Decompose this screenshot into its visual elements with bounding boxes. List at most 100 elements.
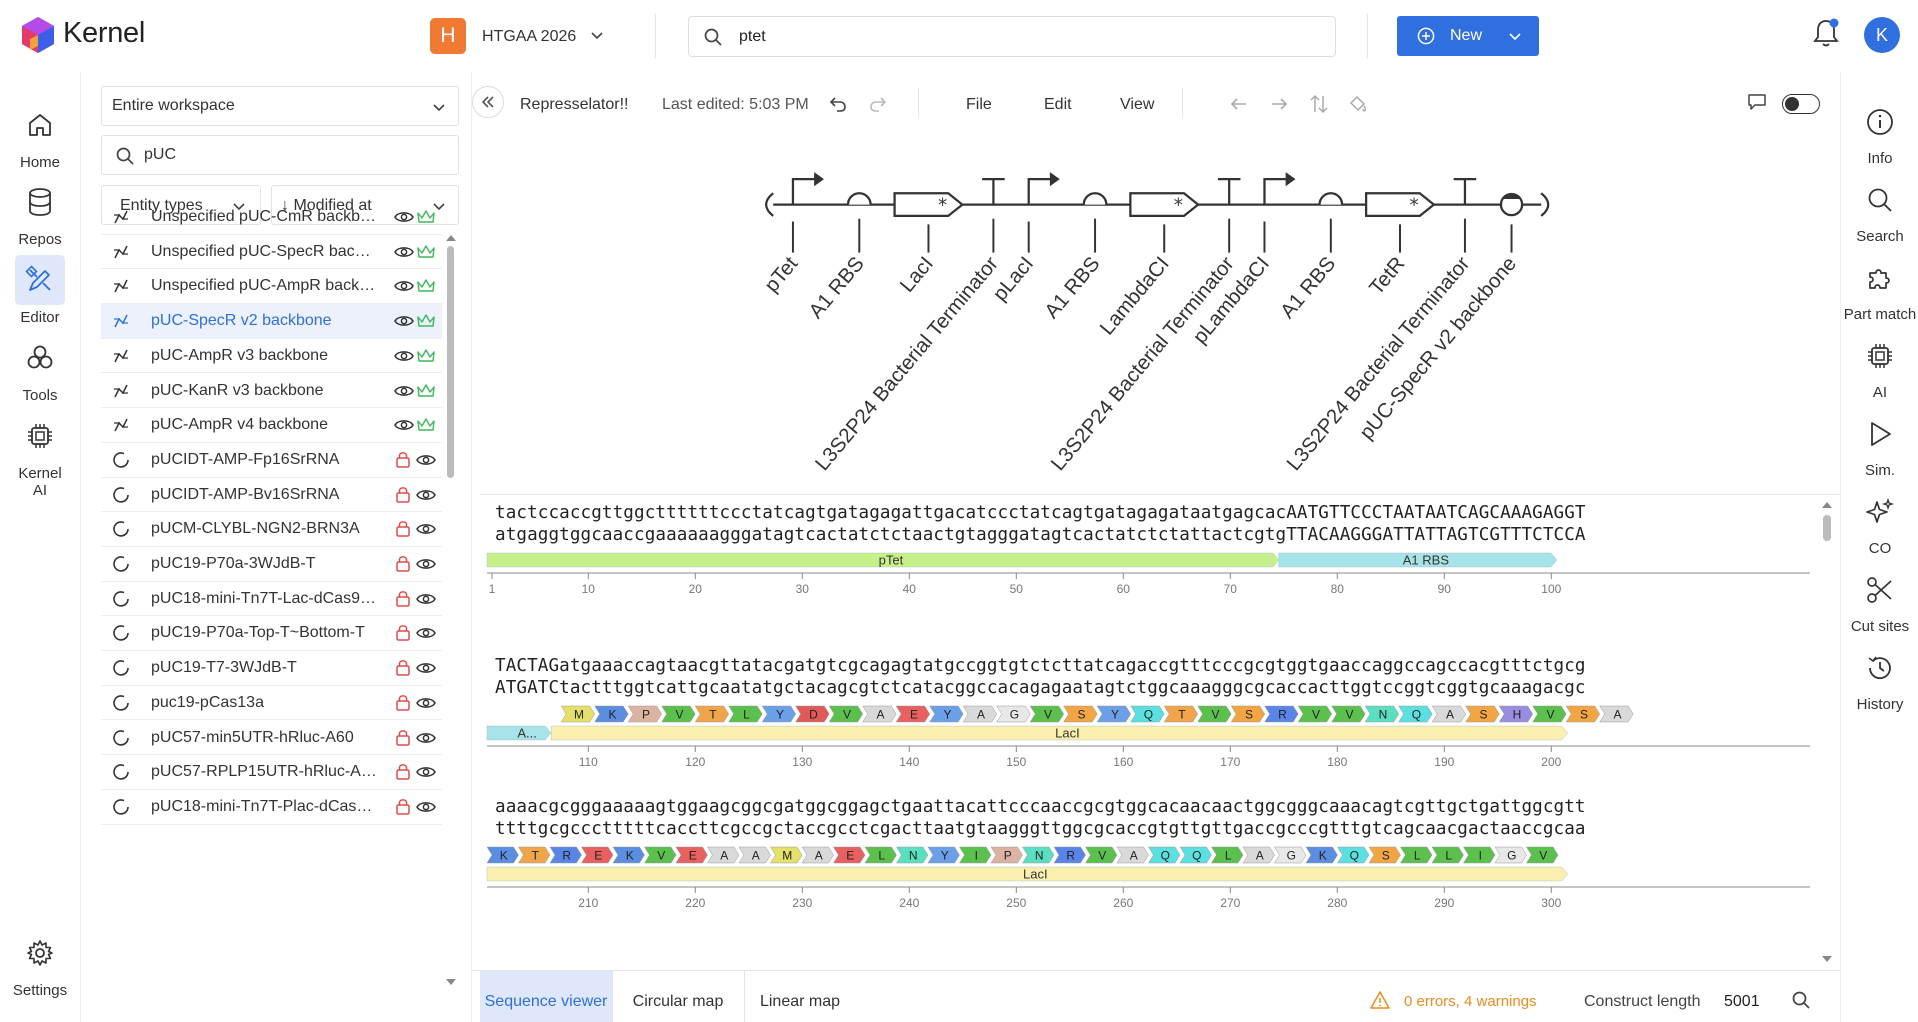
amino-acid-cell[interactable]: L — [1211, 846, 1244, 864]
amino-acid-cell[interactable]: K — [594, 705, 629, 723]
amino-acid-cell[interactable]: E — [675, 846, 708, 864]
amino-acid-cell[interactable]: G — [1494, 846, 1527, 864]
entity-list-item[interactable]: pUC-SpecR v2 backbone — [101, 304, 442, 339]
feature-bar[interactable]: A1 RBS — [1278, 553, 1558, 568]
amino-acid-cell[interactable]: K — [486, 846, 519, 864]
eye-icon[interactable] — [416, 521, 436, 537]
nav-tools[interactable]: Tools — [0, 333, 80, 404]
scope-select[interactable]: Entire workspace — [101, 86, 459, 126]
amino-acid-cell[interactable]: V — [1297, 705, 1332, 723]
eye-icon[interactable] — [416, 660, 436, 676]
scroll-up-arrow-icon[interactable] — [1822, 501, 1832, 509]
panel-simulate[interactable]: Sim. — [1841, 414, 1918, 479]
feature-track[interactable]: M K P V T L Y D V A E Y A G V S Y Q T V S R V V N Q A S H V S A A... LacI… — [480, 702, 1820, 802]
panel-codon-optimization[interactable]: CO — [1841, 492, 1918, 557]
map-part-rbs[interactable] — [846, 192, 872, 205]
panel-info[interactable]: Info — [1841, 102, 1918, 167]
amino-acid-cell[interactable]: A — [707, 846, 740, 864]
forward-strand[interactable]: aaaacgcgggaaaaagtggaagcggcgatggcggagctga… — [495, 797, 1586, 817]
amino-acid-cell[interactable]: L — [1400, 846, 1433, 864]
menu-file[interactable]: File — [966, 96, 992, 113]
reverse-strand[interactable]: atgaggtggcaaccgaaaaaagggatagtcactatctcta… — [495, 525, 1586, 545]
sequence-viewer[interactable]: tactccaccgttggcttttttccctatcagtgatagagat… — [480, 494, 1840, 970]
feature-track[interactable]: pTet A1 RBS 1 10 20 30 40 50 60 70 80 90 100 — [480, 549, 1820, 649]
feature-bar[interactable]: LacI — [551, 726, 1568, 741]
amino-acid-cell[interactable]: Q — [1398, 705, 1433, 723]
eye-icon[interactable] — [394, 348, 414, 364]
amino-acid-cell[interactable]: D — [795, 705, 830, 723]
entity-list-item[interactable]: puc19-pCas13a — [101, 686, 442, 721]
map-part-terminator[interactable] — [1453, 178, 1477, 205]
map-part-label[interactable]: TetR — [1365, 252, 1410, 299]
amino-acid-cell[interactable]: V — [828, 705, 863, 723]
amino-acid-cell[interactable]: V — [1197, 705, 1232, 723]
amino-acid-cell[interactable]: R — [1053, 846, 1086, 864]
map-part-promoter[interactable] — [1263, 172, 1296, 205]
map-part-cds[interactable]: * — [1129, 192, 1200, 218]
amino-acid-cell[interactable]: R — [1264, 705, 1299, 723]
workspace-name[interactable]: HTGAA 2026 — [482, 28, 577, 45]
eye-icon[interactable] — [416, 764, 436, 780]
amino-acid-cell[interactable]: E — [581, 846, 614, 864]
eye-icon[interactable] — [394, 278, 414, 294]
eye-icon[interactable] — [416, 591, 436, 607]
amino-acid-cell[interactable]: Q — [1130, 705, 1165, 723]
nav-home[interactable]: Home — [0, 100, 80, 171]
map-part-promoter[interactable] — [791, 172, 824, 205]
eye-icon[interactable] — [394, 313, 414, 329]
scroll-down-arrow-icon[interactable] — [446, 978, 456, 986]
amino-acid-cell[interactable]: E — [895, 705, 930, 723]
menu-view[interactable]: View — [1120, 96, 1155, 113]
eye-icon[interactable] — [416, 625, 436, 641]
amino-acid-cell[interactable]: Q — [1337, 846, 1370, 864]
amino-acid-cell[interactable]: A — [862, 705, 897, 723]
forward-strand[interactable]: TACTAGatgaaaccagtaacgttatacgatgtcgcagagt… — [495, 656, 1586, 676]
forward-strand[interactable]: tactccaccgttggcttttttccctatcagtgatagagat… — [495, 503, 1586, 523]
display-toggle[interactable] — [1782, 94, 1820, 114]
amino-acid-cell[interactable]: V — [1526, 846, 1559, 864]
map-part-rbs[interactable] — [1082, 192, 1108, 205]
eye-icon[interactable] — [416, 730, 436, 746]
entity-list-item[interactable]: pUC18-mini-Tn7T-Lac-dCas9-sgRNA — [101, 582, 442, 617]
sidebar-scrollbar-thumb[interactable] — [447, 246, 454, 478]
map-part-cds[interactable]: * — [1364, 192, 1436, 218]
map-part-promoter[interactable] — [1027, 172, 1060, 205]
amino-acid-cell[interactable]: Y — [927, 846, 960, 864]
amino-acid-cell[interactable]: K — [1305, 846, 1338, 864]
arrow-left-icon[interactable] — [1230, 96, 1248, 112]
kernel-logo-icon[interactable] — [20, 16, 56, 54]
chevron-down-icon[interactable] — [1508, 29, 1522, 43]
scroll-down-arrow-icon[interactable] — [1822, 955, 1832, 963]
feature-bar[interactable]: A... — [486, 726, 552, 741]
feature-bar[interactable]: LacI — [486, 867, 1568, 882]
entity-list-item[interactable]: pUC18-mini-Tn7T-Plac-dCas9-sgRNA — [101, 790, 442, 825]
bell-icon[interactable] — [1812, 18, 1840, 48]
entity-list-item[interactable]: Unspecified pUC-SpecR backbone — [101, 235, 442, 270]
reverse-strand[interactable]: ATGATCtactttggtcattgcaatatgctacagcgtctca… — [495, 678, 1586, 698]
validation-status[interactable]: 0 errors, 4 warnings — [1404, 993, 1537, 1010]
eye-icon[interactable] — [394, 383, 414, 399]
amino-acid-cell[interactable]: S — [1465, 705, 1500, 723]
amino-acid-cell[interactable]: Q — [1148, 846, 1181, 864]
sequence-scrollbar[interactable] — [1821, 501, 1833, 963]
entity-list-item[interactable]: pUC19-T7-3WJdB-T — [101, 651, 442, 686]
menu-edit[interactable]: Edit — [1044, 96, 1072, 113]
map-part-label[interactable]: LacI — [895, 252, 937, 296]
amino-acid-cell[interactable]: M — [560, 705, 595, 723]
amino-acid-cell[interactable]: T — [1163, 705, 1198, 723]
amino-acid-cell[interactable]: Y — [1096, 705, 1131, 723]
amino-acid-cell[interactable]: K — [612, 846, 645, 864]
panel-ai[interactable]: AI — [1841, 336, 1918, 401]
amino-acid-cell[interactable]: L — [728, 705, 763, 723]
map-part-label[interactable]: A1 RBS — [1040, 252, 1104, 323]
entity-list-item[interactable]: pUC-AmpR v3 backbone — [101, 339, 442, 374]
amino-acid-cell[interactable]: V — [1532, 705, 1567, 723]
workspace-avatar[interactable]: H — [430, 18, 466, 54]
global-search-input[interactable]: ptet — [739, 28, 766, 45]
entity-list-item[interactable]: Unspecified pUC-CmR backbone — [101, 200, 442, 235]
eye-icon[interactable] — [394, 244, 414, 260]
document-title[interactable]: Represselator!! — [520, 96, 629, 113]
map-part-label[interactable]: A1 RBS — [1276, 252, 1340, 323]
amino-acid-cell[interactable]: M — [770, 846, 803, 864]
